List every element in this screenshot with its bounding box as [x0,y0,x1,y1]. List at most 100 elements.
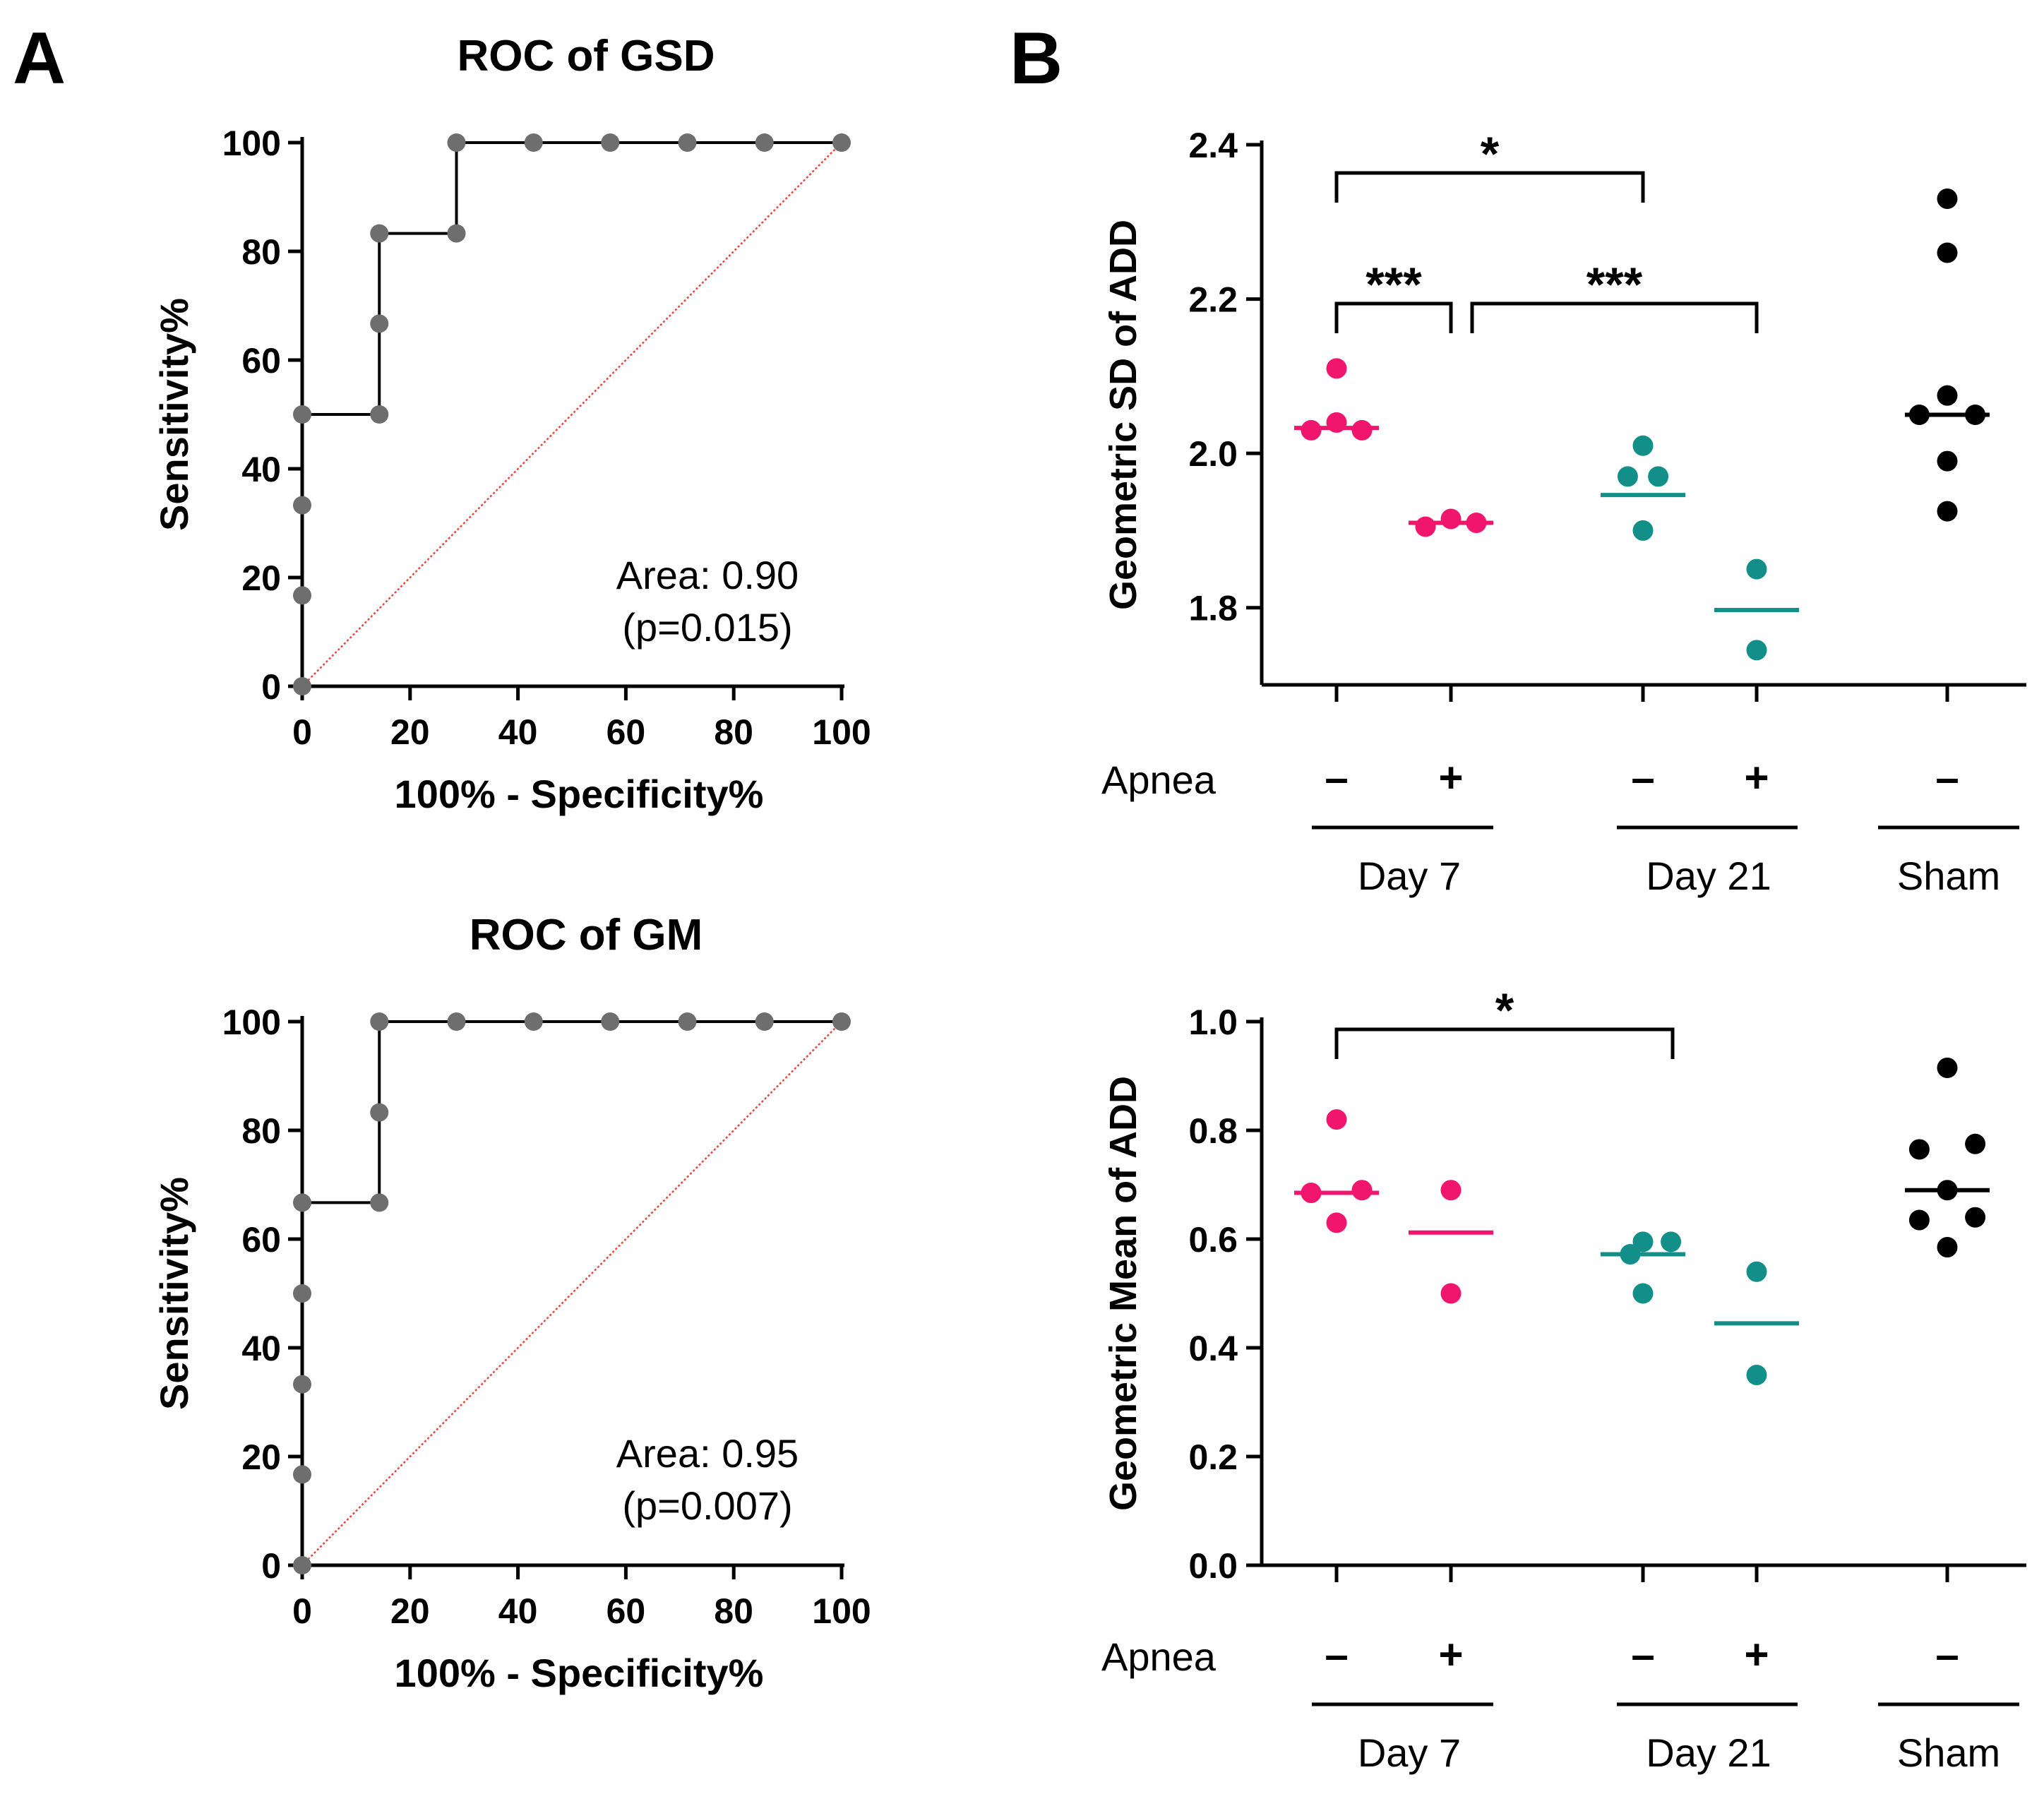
data-point [1632,1283,1654,1304]
y-tick-label: 0 [261,1546,281,1586]
roc-point [370,1012,389,1031]
y-tick-label: 0.8 [1188,1111,1238,1151]
data-point [1440,508,1462,530]
roc-point [447,1012,466,1031]
roc-curve-line [301,1020,842,1565]
roc-point [832,133,851,152]
chart-title: ROC of GSD [457,32,715,80]
roc-point [293,1465,311,1484]
panel-label-a: A [13,18,66,100]
data-point [1908,1139,1930,1160]
y-tick-label: 40 [241,1329,281,1368]
data-point [1351,1180,1373,1201]
chart-title: ROC of GM [470,911,703,959]
x-tick-label: 40 [498,712,538,752]
data-point [1937,385,1958,406]
roc-point [293,1193,311,1212]
x-tick-label: 0 [292,1591,312,1631]
y-axis-label: Sensitivity% [152,298,196,531]
significance-bracket [1334,301,1453,333]
roc-point [370,314,389,333]
auc-annotation: Area: 0.95 [616,1431,799,1476]
apnea-sign: + [1438,1631,1463,1678]
reference-diagonal [301,1021,842,1566]
y-tick-label: 20 [241,1437,281,1477]
data-point [1746,558,1767,580]
data-point [1661,1231,1682,1252]
data-point [1301,419,1322,441]
roc-point [370,1193,389,1212]
apnea-sign: – [1935,1631,1959,1678]
y-tick-label: 80 [241,232,281,272]
apnea-sign: – [1631,754,1654,801]
data-point [1937,1057,1958,1078]
y-axis-label: Sensitivity% [152,1177,196,1410]
group-label: Day 21 [1646,854,1771,898]
data-point [1965,1133,1986,1154]
y-tick-label: 100 [222,1003,281,1042]
reference-diagonal [301,142,842,687]
data-point [1937,242,1958,263]
x-tick-label: 80 [714,1591,753,1631]
x-tick-label: 20 [390,1591,430,1631]
apnea-sign: – [1631,1631,1654,1678]
roc-point [601,133,620,152]
roc-gm-chart: ROC of GM 0 20 40 60 80 100 0 20 40 60 80 100 100% - … [152,911,871,1695]
data-point [1440,1180,1462,1201]
data-point [1965,1207,1986,1228]
roc-point [447,224,466,243]
y-tick-label: 2.4 [1188,126,1238,165]
data-point [1746,640,1767,661]
data-point [1351,419,1373,441]
group-label: Sham [1897,1730,2000,1775]
y-tick-label: 0.6 [1188,1220,1238,1260]
significance-bracket [1334,171,1645,203]
roc-point [293,586,311,605]
apnea-sign: – [1325,754,1348,801]
y-tick-label: 100 [222,124,281,163]
data-point [1648,466,1669,487]
y-tick-label: 1.8 [1188,589,1238,628]
y-tick-label: 0.0 [1188,1546,1238,1586]
y-tick-label: 2.2 [1188,280,1238,320]
roc-point [678,1012,697,1031]
data-point [1415,516,1436,537]
x-tick-label: 60 [606,1591,646,1631]
significance-stars: * [1481,127,1500,181]
data-point [1937,1237,1958,1258]
y-tick-label: 0.2 [1188,1437,1238,1477]
y-tick-label: 20 [241,558,281,598]
x-tick-label: 100 [812,1591,871,1631]
data-point [1908,1209,1930,1231]
apnea-sign: + [1744,754,1769,801]
roc-point [447,133,466,152]
gsd-add-dot-plot: 1.8 2.0 2.2 2.4 Geometric SD of ADD Apnea – + – +… [1101,126,2026,898]
significance-bracket [1334,1027,1675,1059]
y-tick-label: 2.0 [1188,434,1238,474]
apnea-row-label: Apnea [1101,758,1217,802]
y-tick-label: 40 [241,450,281,489]
y-tick-label: 80 [241,1111,281,1151]
data-point [1326,1212,1347,1233]
y-tick-label: 0 [261,667,281,707]
y-tick-label: 60 [241,1220,281,1260]
roc-point [370,1103,389,1122]
x-axis-label: 100% - Specificity% [395,772,764,816]
x-tick-label: 100 [812,712,871,752]
apnea-row-label: Apnea [1101,1634,1217,1679]
group-label: Day 21 [1646,1730,1771,1775]
apnea-sign: – [1325,1631,1348,1678]
x-tick-label: 60 [606,712,646,752]
data-point [1326,1109,1347,1130]
data-point [1746,1261,1767,1282]
y-axis-label: Geometric Mean of ADD [1102,1076,1144,1511]
roc-point [832,1012,851,1031]
group-label: Day 7 [1358,854,1461,898]
data-point [1937,501,1958,522]
roc-curve-line [301,141,842,686]
data-point [1617,466,1638,487]
roc-point [293,405,311,424]
apnea-sign: + [1744,1631,1769,1678]
roc-point [293,1556,311,1574]
